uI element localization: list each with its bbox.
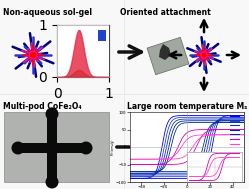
Text: Non-aqueous sol-gel: Non-aqueous sol-gel	[3, 8, 92, 17]
Circle shape	[46, 176, 59, 188]
Text: Oriented attachment: Oriented attachment	[120, 8, 210, 17]
Y-axis label: M (emu/g): M (emu/g)	[111, 139, 115, 155]
Bar	[0, 0, 124, 94]
Bar	[125, 0, 249, 94]
Circle shape	[201, 52, 207, 58]
Bar	[130, 112, 244, 182]
Bar	[47, 114, 57, 182]
Circle shape	[30, 53, 36, 57]
Bar	[125, 95, 249, 189]
Text: Multi-pod CoFe₂O₄: Multi-pod CoFe₂O₄	[3, 102, 82, 111]
Polygon shape	[159, 44, 171, 60]
Circle shape	[46, 108, 59, 121]
Circle shape	[79, 142, 92, 154]
Circle shape	[11, 142, 24, 154]
Circle shape	[202, 53, 206, 57]
Circle shape	[47, 143, 57, 153]
Bar	[0, 95, 124, 189]
Bar	[4, 112, 109, 182]
Text: Large room temperature Mₛ: Large room temperature Mₛ	[127, 102, 247, 111]
Polygon shape	[147, 37, 189, 75]
Bar	[57, 25, 109, 77]
Circle shape	[29, 51, 37, 59]
Bar	[18, 143, 86, 153]
Bar	[98, 30, 106, 41]
